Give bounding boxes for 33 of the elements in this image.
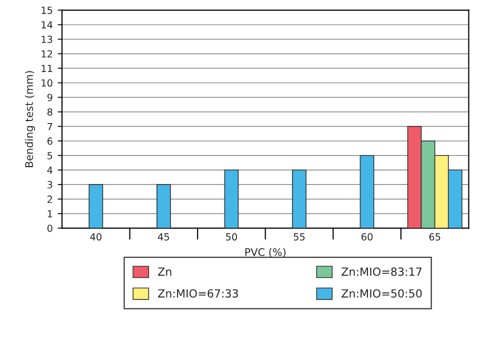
bar	[156, 184, 171, 228]
y-tick-label: 10	[42, 79, 52, 87]
x-axis-title: PVC (%)	[245, 248, 286, 258]
x-tick-label: 55	[294, 233, 305, 241]
x-tick-label: 60	[362, 233, 373, 241]
bar	[292, 170, 306, 228]
y-tick-label: 13	[42, 36, 52, 44]
legend-label: Zn:MIO=67:33	[158, 289, 238, 298]
y-tick-label: 9	[47, 94, 52, 102]
y-tick-label: 3	[48, 181, 52, 188]
x-tick-label: 40	[90, 233, 102, 241]
y-tick-label: 6	[47, 137, 52, 145]
legend-label: Zn:MIO=83:17	[342, 267, 422, 276]
y-tick-label: 1	[48, 210, 52, 218]
y-tick-label: 0	[47, 224, 52, 232]
y-tick-label: 4	[47, 166, 52, 174]
y-axis-title: Bending test (mm)	[24, 71, 36, 168]
y-tick-label: 8	[47, 108, 52, 116]
y-tick-label: 5	[48, 152, 52, 160]
bar	[360, 155, 374, 228]
legend-label: Zn	[158, 268, 172, 276]
y-tick-label: 14	[42, 21, 52, 28]
bar	[88, 184, 104, 228]
bar	[224, 170, 239, 228]
x-tick-label: 65	[429, 233, 440, 241]
x-tick-label: 50	[226, 233, 238, 241]
y-tick-label: 12	[42, 50, 52, 58]
y-tick-label: 11	[42, 64, 52, 72]
x-tick-label: 45	[158, 233, 170, 241]
y-tick-label: 2	[48, 196, 52, 203]
legend-label: Zn:MIO=50:50	[342, 289, 422, 298]
y-tick-label: 7	[48, 123, 52, 130]
y-tick-label: 15	[42, 6, 52, 14]
